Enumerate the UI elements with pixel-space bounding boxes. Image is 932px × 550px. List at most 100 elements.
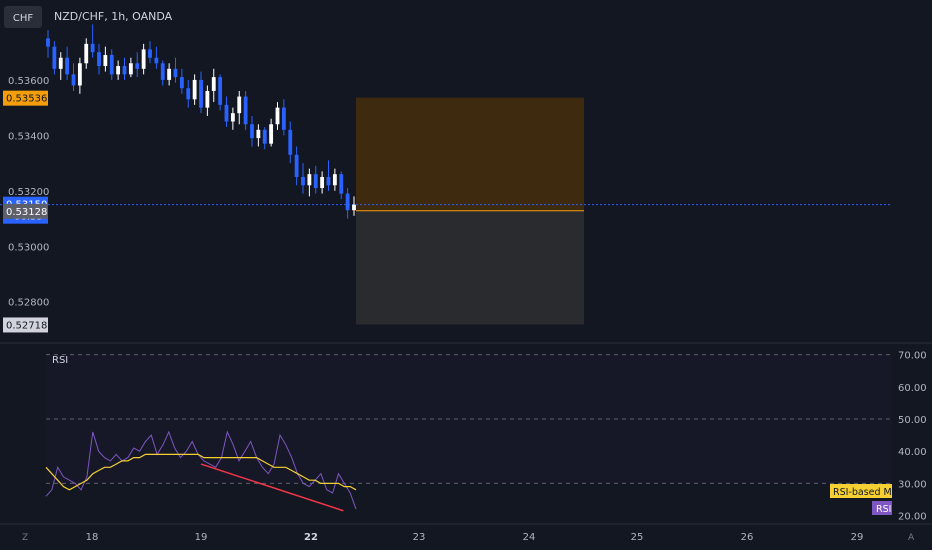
candle-body: [332, 174, 337, 186]
candle: [320, 171, 325, 194]
stop-price-text: 0.52718: [6, 320, 47, 331]
candle: [275, 102, 280, 130]
candle: [116, 60, 121, 80]
time-tick-label: 25: [631, 532, 644, 543]
candle-body: [352, 204, 356, 211]
candle-body: [250, 124, 254, 139]
rsi-tick-label: 30.00: [898, 479, 927, 490]
time-tick-label: 18: [86, 532, 99, 543]
rsi-ma-line: [45, 453, 357, 491]
candle: [192, 74, 197, 105]
currency-button[interactable]: CHF: [4, 6, 42, 28]
rsi-gridlines: [46, 354, 892, 484]
candle: [46, 30, 50, 58]
candle: [122, 57, 127, 80]
candle-body: [320, 176, 325, 189]
candle: [211, 68, 216, 103]
candle-body: [243, 96, 248, 125]
rsi-legend-label: RSI: [872, 501, 892, 515]
time-tick-label: 22: [304, 532, 318, 543]
candle-body: [262, 129, 267, 144]
entry-price-label: 0.53128: [3, 203, 48, 219]
candle-body: [77, 63, 82, 86]
rsi-tick-label: 70.00: [898, 351, 927, 362]
target-zone[interactable]: [356, 97, 584, 211]
rsi-label-text: RSI: [876, 504, 891, 515]
price-axis[interactable]: 0.53600 0.53400 0.53200 0.53000 0.52800: [8, 76, 49, 309]
candle-body: [103, 54, 108, 67]
candle-body: [141, 49, 146, 69]
candle: [52, 41, 57, 75]
candle-body: [192, 79, 197, 100]
candle: [294, 146, 299, 186]
candle-body: [173, 68, 178, 78]
target-price-label: 0.53536: [3, 90, 48, 106]
candle-body: [339, 174, 344, 194]
candle-body: [224, 104, 229, 122]
time-tick-label: 26: [741, 532, 754, 543]
candle: [288, 121, 293, 164]
price-tick-label: 0.53400: [8, 131, 49, 142]
candle-body: [307, 174, 312, 186]
stop-zone[interactable]: [356, 210, 584, 325]
candle: [269, 118, 274, 147]
entry-price-text: 0.53128: [6, 207, 47, 218]
candle: [262, 127, 267, 150]
rsi-axis[interactable]: 70.00 60.00 50.00 40.00 30.00 20.00: [898, 351, 927, 523]
candle-body: [256, 129, 261, 139]
candle: [135, 52, 140, 78]
candle-body: [230, 113, 235, 122]
candle: [77, 57, 82, 94]
candle-body: [65, 57, 70, 75]
candle: [71, 63, 76, 91]
candle: [97, 43, 101, 75]
candle-body: [116, 66, 121, 75]
candle-body: [135, 63, 140, 69]
candle-body: [179, 77, 184, 89]
candle: [141, 43, 146, 75]
candle-body: [345, 193, 350, 211]
candle-body: [160, 63, 165, 80]
candle: [65, 46, 70, 80]
candle-body: [218, 77, 223, 105]
candle: [307, 168, 312, 197]
candle-body: [148, 49, 152, 58]
timezone-corner[interactable]: Z: [22, 533, 28, 543]
currency-button-label: CHF: [13, 13, 34, 24]
candle-body: [313, 174, 318, 189]
candle-body: [281, 107, 286, 130]
candle: [313, 165, 318, 194]
target-price-text: 0.53536: [6, 94, 47, 105]
candle: [224, 96, 229, 128]
candle-body: [128, 63, 133, 75]
time-tick-label: 24: [523, 532, 536, 543]
candle: [243, 91, 248, 130]
candle-body: [275, 107, 280, 125]
price-tick-label: 0.53600: [8, 76, 49, 87]
candle: [58, 52, 63, 80]
candle-body: [294, 154, 299, 177]
candle-body: [154, 57, 159, 64]
candle: [339, 171, 344, 200]
time-axis[interactable]: 18 19 22 23 24 25 26 29: [86, 532, 864, 543]
candle: [332, 168, 337, 191]
candle: [230, 107, 235, 130]
time-tick-label: 19: [195, 532, 208, 543]
candle-body: [186, 88, 191, 100]
price-tick-label: 0.53000: [8, 242, 49, 253]
candle-body: [58, 57, 63, 69]
candle-body: [122, 66, 127, 75]
candle: [90, 24, 95, 58]
candle: [109, 49, 114, 80]
candle-body: [288, 129, 293, 155]
candle: [167, 63, 172, 86]
divergence-line[interactable]: [200, 463, 344, 512]
candle: [186, 79, 191, 108]
auto-scale-corner[interactable]: A: [908, 533, 915, 543]
candle-body: [97, 52, 101, 67]
candle: [250, 115, 254, 147]
candle-body: [46, 38, 50, 47]
candle-body: [211, 77, 216, 91]
time-tick-label: 29: [851, 532, 864, 543]
